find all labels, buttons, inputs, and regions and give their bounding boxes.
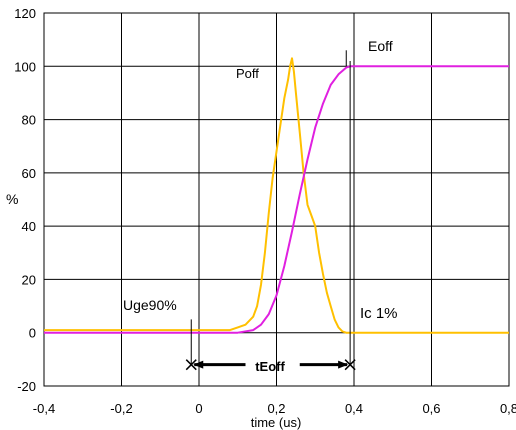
annotation-poff: Poff [236,66,259,81]
markers [185,50,356,371]
tick-labels: -20 0 20 40 60 80 100 120 -0,4 -0,2 0 0,2 0,4 0,6 0,8 [14,6,516,416]
x-tick-label: -0,4 [33,401,55,416]
y-tick-label: 0 [29,326,36,341]
annotation-ic: Ic 1% [360,305,398,322]
x-tick-label: 0,4 [345,401,363,416]
grid [43,12,510,387]
y-axis-label: % [6,191,18,207]
y-tick-label: 40 [22,219,36,234]
teoff-cross-marker [185,359,197,371]
y-tick-label: -20 [17,379,36,394]
y-tick-label: 120 [14,6,36,21]
teoff-arrowhead-left [193,360,204,369]
x-tick-label: 0,8 [500,401,516,416]
y-tick-label: 60 [22,166,36,181]
annotation-eoff: Eoff [368,38,393,54]
x-axis-label: time (us) [251,415,302,430]
x-tick-label: 0,6 [422,401,440,416]
plot-border [43,12,510,387]
y-tick-label: 20 [22,272,36,287]
x-tick-label: -0,2 [110,401,132,416]
teoff-cross-marker [344,359,356,371]
x-tick-label: 0 [195,401,202,416]
y-tick-label: 80 [22,113,36,128]
x-tick-label: 0,2 [267,401,285,416]
annotation-teoff: tEoff [255,359,285,374]
teoff-arrowhead-right [338,360,349,369]
series-lines [44,57,509,334]
y-tick-label: 100 [14,59,36,74]
series-line-eoff [44,65,509,334]
annotation-uge: Uge90% [123,297,177,313]
series-line-poff [44,57,509,334]
